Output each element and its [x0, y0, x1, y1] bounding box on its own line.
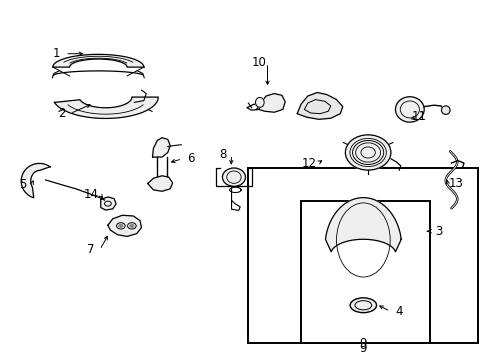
Polygon shape: [54, 97, 158, 118]
Text: 2: 2: [58, 107, 65, 120]
Polygon shape: [108, 215, 141, 237]
Polygon shape: [297, 93, 342, 119]
Polygon shape: [101, 197, 116, 210]
Circle shape: [130, 224, 134, 227]
Polygon shape: [147, 176, 172, 191]
Text: 14: 14: [83, 188, 99, 201]
Text: 1: 1: [53, 47, 61, 60]
Ellipse shape: [441, 106, 449, 114]
Text: 7: 7: [87, 243, 95, 256]
Text: 4: 4: [394, 305, 402, 318]
Ellipse shape: [255, 98, 264, 107]
Text: 5: 5: [20, 178, 27, 191]
Polygon shape: [325, 198, 400, 252]
Circle shape: [119, 224, 122, 227]
Ellipse shape: [345, 135, 390, 170]
Text: 3: 3: [434, 225, 441, 238]
Text: 12: 12: [301, 157, 316, 170]
Ellipse shape: [395, 97, 424, 122]
Polygon shape: [21, 163, 50, 198]
Text: 6: 6: [187, 152, 194, 165]
Text: 13: 13: [448, 177, 463, 190]
Polygon shape: [53, 54, 143, 67]
Polygon shape: [152, 138, 170, 157]
Text: 9: 9: [359, 342, 366, 355]
Ellipse shape: [349, 298, 376, 312]
Text: 9: 9: [359, 337, 366, 350]
Text: 8: 8: [219, 148, 226, 161]
Text: 10: 10: [251, 57, 266, 69]
Bar: [248, 168, 477, 343]
Ellipse shape: [222, 168, 245, 186]
Bar: [301, 201, 429, 343]
Text: 11: 11: [411, 110, 426, 123]
Polygon shape: [258, 94, 285, 112]
